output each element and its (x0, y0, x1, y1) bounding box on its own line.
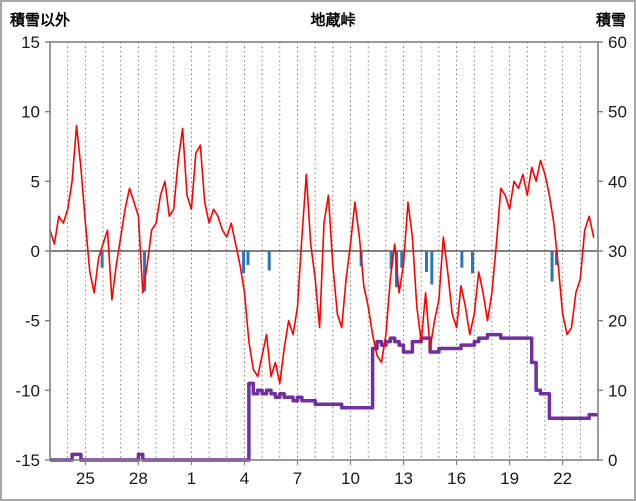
x-axis-tick-label: 16 (447, 469, 466, 488)
x-axis-tick-label: 25 (76, 469, 95, 488)
precipitation-bar (554, 251, 558, 265)
temperature-line (49, 124, 595, 385)
precipitation-bar (430, 251, 434, 285)
x-axis-tick-label: 19 (500, 469, 519, 488)
chart-title: 地蔵峠 (310, 11, 356, 29)
right-axis-tick-label: 20 (608, 312, 627, 331)
left-axis-tick-label: 5 (31, 172, 40, 191)
x-axis-tick-label: 7 (293, 469, 302, 488)
snow-depth-line (50, 332, 598, 462)
precipitation-bar (470, 251, 474, 274)
precipitation-bar (400, 251, 404, 268)
right-axis-tick-label: 30 (608, 242, 627, 261)
precipitation-bar (143, 251, 147, 292)
left-axis-tick-label: -10 (15, 381, 40, 400)
x-axis-tick-label: 1 (187, 469, 196, 488)
right-axis-tick-label: 60 (608, 33, 627, 52)
chart-header: 積雪以外 地蔵峠 積雪 (2, 6, 634, 32)
x-axis-tick-label: 10 (341, 469, 360, 488)
precipitation-bar (267, 251, 271, 271)
left-axis-tick-label: 15 (21, 33, 40, 52)
x-axis-tick-label: 13 (394, 469, 413, 488)
x-axis-tick-label: 28 (129, 469, 148, 488)
x-axis-tick-label: 22 (553, 469, 572, 488)
precipitation-bar (242, 251, 246, 274)
precipitation-bar (460, 251, 464, 268)
precipitation-bar (425, 251, 429, 272)
precipitation-bar (100, 251, 104, 268)
right-axis-tick-label: 10 (608, 381, 627, 400)
right-axis-tick-label: 50 (608, 103, 627, 122)
left-axis-tick-label: 0 (31, 242, 40, 261)
right-axis-tick-label: 0 (608, 451, 617, 470)
left-axis-tick-label: -15 (15, 451, 40, 470)
left-axis-title: 積雪以外 (10, 11, 71, 29)
x-axis-tick-label: 4 (240, 469, 249, 488)
left-axis-tick-label: -5 (25, 312, 40, 331)
left-axis-tick-label: 10 (21, 103, 40, 122)
precipitation-bar (550, 251, 554, 282)
precipitation-bar (246, 251, 250, 265)
right-axis-tick-label: 40 (608, 172, 627, 191)
right-axis-title: 積雪 (595, 11, 626, 29)
precipitation-bar (389, 251, 393, 270)
